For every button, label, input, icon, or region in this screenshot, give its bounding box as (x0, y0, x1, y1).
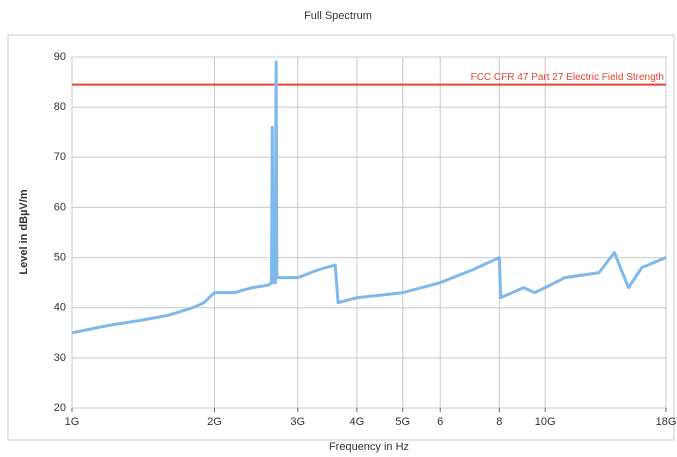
y-tick-label: 30 (54, 352, 66, 364)
y-tick-label: 90 (54, 51, 66, 63)
x-tick-label: 5G (395, 416, 410, 428)
x-tick-label: 1G (65, 416, 80, 428)
x-tick-label: 6 (437, 416, 443, 428)
chart-frame (7, 34, 675, 441)
x-tick-label: 2G (207, 416, 222, 428)
x-tick-label: 4G (350, 416, 365, 428)
y-tick-label: 80 (54, 101, 66, 113)
x-tick-label: 3G (290, 416, 305, 428)
y-tick-label: 20 (54, 402, 66, 414)
y-tick-label: 70 (54, 151, 66, 163)
limit-label: FCC CFR 47 Part 27 Electric Field Streng… (471, 72, 664, 83)
x-axis-label: Frequency in Hz (329, 441, 409, 453)
x-tick-label: 10G (535, 416, 556, 428)
plot-area (71, 56, 667, 409)
y-axis-label: Level in dBµV/m (18, 189, 30, 274)
y-tick-label: 50 (54, 251, 66, 263)
chart-title: Full Spectrum (304, 10, 372, 22)
y-tick-label: 40 (54, 302, 66, 314)
trace (71, 60, 667, 335)
x-tick-label: 18G (656, 416, 677, 428)
x-tick-label: 8 (496, 416, 502, 428)
y-tick-label: 60 (54, 201, 66, 213)
